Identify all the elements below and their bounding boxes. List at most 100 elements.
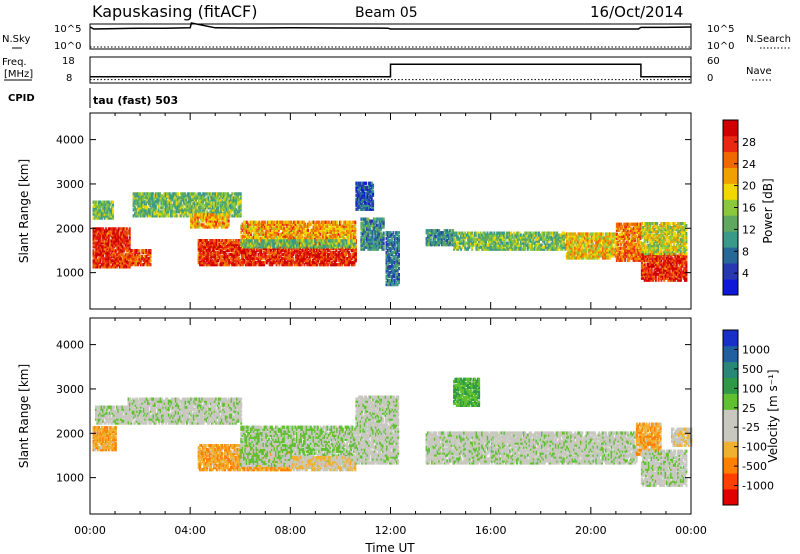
power-pixel <box>321 257 324 261</box>
power-pixel <box>148 249 151 253</box>
power-pixel <box>154 196 157 200</box>
power-pixel <box>192 206 195 210</box>
power-pixel <box>150 196 153 200</box>
power-pixel <box>303 257 306 261</box>
power-pixel <box>286 226 289 230</box>
power-pixel <box>103 235 106 239</box>
power-pixel <box>392 231 395 235</box>
power-pixel <box>245 251 247 255</box>
power-pixel <box>112 202 114 206</box>
power-pixel <box>124 247 127 251</box>
power-pixel <box>244 228 247 232</box>
power-pixel <box>306 251 309 255</box>
power-pixel <box>235 239 238 243</box>
power-pixel <box>289 259 292 263</box>
power-pixel <box>315 249 318 253</box>
power-pixel <box>329 228 332 232</box>
power-pixel <box>148 263 151 267</box>
power-pixel <box>202 217 205 221</box>
power-pixel <box>116 239 119 243</box>
power-pixel <box>202 219 205 223</box>
power-pixel <box>116 263 119 267</box>
power-pixel <box>96 229 99 233</box>
power-pixel <box>149 253 152 257</box>
power-pixel <box>307 251 310 255</box>
power-pixel <box>203 261 206 265</box>
power-pixel <box>230 206 232 210</box>
power-pixel <box>110 251 113 255</box>
power-pixel <box>220 221 223 225</box>
power-pixel <box>238 214 241 218</box>
power-pixel <box>116 265 119 269</box>
power-pixel <box>142 249 145 253</box>
power-pixel <box>93 216 96 220</box>
power-pixel <box>236 194 239 198</box>
power-pixel <box>335 255 338 259</box>
power-pixel <box>266 228 269 232</box>
power-pixel <box>141 249 144 253</box>
power-pixel <box>110 255 113 259</box>
power-pixel <box>338 247 341 251</box>
power-pixel <box>203 247 206 251</box>
power-pixel <box>248 239 251 243</box>
power-pixel <box>300 263 303 267</box>
power-pixel <box>334 247 336 251</box>
power-pixel <box>135 257 138 261</box>
power-pixel <box>98 204 101 208</box>
power-pixel <box>103 206 106 210</box>
power-pixel <box>130 257 133 261</box>
power-pixel <box>259 230 262 234</box>
power-pixel <box>318 243 321 247</box>
power-pixel <box>185 210 188 214</box>
power-pixel <box>168 198 171 202</box>
power-pixel <box>340 230 343 234</box>
power-pixel <box>325 261 328 265</box>
power-pixel <box>224 259 227 263</box>
power-pixel <box>315 257 318 261</box>
power-pixel <box>309 255 311 259</box>
power-pixel <box>152 198 154 202</box>
power-pixel <box>306 249 309 253</box>
power-pixel <box>315 263 318 267</box>
power-pixel <box>291 222 294 226</box>
power-pixel <box>131 261 134 265</box>
power-pixel <box>278 257 281 261</box>
power-pixel <box>252 236 255 240</box>
power-pixel <box>340 226 343 230</box>
power-pixel <box>210 253 213 257</box>
power-pixel <box>186 212 189 216</box>
power-pixel <box>107 206 110 210</box>
power-pixel <box>353 255 356 259</box>
power-pixel <box>235 192 238 196</box>
power-pixel <box>121 253 124 257</box>
power-pixel <box>117 233 120 237</box>
power-pixel <box>321 249 324 253</box>
power-pixel <box>293 232 296 236</box>
power-pixel <box>225 204 228 208</box>
power-pixel <box>258 263 261 267</box>
power-pixel <box>346 220 348 224</box>
power-pixel <box>152 208 154 212</box>
power-pixel <box>234 202 237 206</box>
power-pixel <box>222 239 225 243</box>
power-pixel <box>265 236 268 240</box>
freq-panel: Freq. [MHz] 18 8 60 0 Nave <box>2 56 772 84</box>
power-pixel <box>258 239 261 243</box>
power-pixel <box>334 259 336 263</box>
power-pixel <box>277 251 279 255</box>
power-pixel <box>346 259 349 263</box>
power-pixel <box>153 214 156 218</box>
power-pixel <box>118 257 121 261</box>
power-pixel <box>168 202 171 206</box>
power-pixel <box>292 257 295 261</box>
power-pixel <box>232 239 235 243</box>
power-pixel <box>105 251 107 255</box>
power-pixel <box>110 241 113 245</box>
power-pixel <box>277 232 280 236</box>
power-pixel <box>221 239 224 243</box>
power-pixel <box>134 212 136 216</box>
power-pixel <box>228 241 231 245</box>
power-pixel <box>293 230 296 234</box>
power-pixel <box>234 198 237 202</box>
power-pixel <box>154 194 157 198</box>
